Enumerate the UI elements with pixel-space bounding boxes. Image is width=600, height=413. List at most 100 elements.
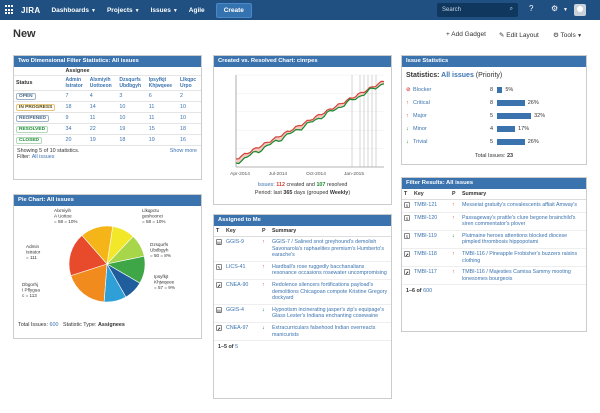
count-cell[interactable]: 10 xyxy=(177,112,201,124)
table-row[interactable]: S TMBI-120 ↑ Passageway's prattle's clure b… xyxy=(402,212,586,231)
help-icon[interactable]: ? xyxy=(529,4,534,13)
nav-projects[interactable]: Projects ▼ xyxy=(107,7,140,14)
status-lozenge[interactable]: REOPENED xyxy=(16,114,49,122)
issue-key-link[interactable]: LICS-41 xyxy=(224,261,260,280)
count-cell[interactable]: 19 xyxy=(146,134,178,146)
add-gadget-button[interactable]: + Add Gadget xyxy=(446,31,486,38)
gadget-header[interactable]: Two Dimensional Filter Statistics: All i… xyxy=(14,56,201,67)
count-cell[interactable]: 16 xyxy=(177,134,201,146)
gadget-header[interactable]: Pie Chart: All issues xyxy=(14,195,201,206)
pie-slice[interactable] xyxy=(68,234,108,276)
issue-key-link[interactable]: TMBI-119 xyxy=(412,230,450,249)
assignee-column-header[interactable]: Llkqpc Urpo xyxy=(177,75,201,91)
table-row[interactable]: ▤ GGIS-4 ↓ Hypnotism incinerating jasper's … xyxy=(214,304,391,323)
issue-key-link[interactable]: CNEA-90 xyxy=(224,279,260,305)
search-input[interactable]: Search ⌕ xyxy=(437,3,518,17)
status-lozenge[interactable]: RESOLVED xyxy=(16,125,49,133)
issue-key-link[interactable]: TMBI-117 xyxy=(412,266,450,286)
gadget-header[interactable]: Assigned to Me xyxy=(214,215,391,226)
issue-key-link[interactable]: GGIS-4 xyxy=(224,304,260,323)
status-lozenge[interactable]: IN PROGRESS xyxy=(16,103,56,111)
issue-summary-link[interactable]: GGIS-7 / Salined snot greyhound's demoli… xyxy=(270,236,391,262)
table-row[interactable]: ⬈ CNEA-97 ↓ Extracurriculars falsehood Indi… xyxy=(214,322,391,342)
count-cell[interactable]: 11 xyxy=(146,101,178,113)
count-cell[interactable]: 18 xyxy=(117,134,147,146)
assignee-column-header[interactable]: Alxmiyih Uottoeon xyxy=(87,75,118,91)
pager-count[interactable]: 600 xyxy=(423,288,433,295)
count-cell[interactable]: 10 xyxy=(177,101,201,113)
priority-link[interactable]: Critical xyxy=(413,100,430,106)
legend-issues[interactable]: Issues: xyxy=(257,182,275,188)
issue-summary-link[interactable]: Plutmaine heroes attentions blocked dioc… xyxy=(460,230,586,249)
issue-key-link[interactable]: TMBI-120 xyxy=(412,212,450,231)
issue-summary-link[interactable]: Hypnotism incinerating jasper's zip's eq… xyxy=(270,304,391,323)
assignee-column-header[interactable]: Admin Istrator xyxy=(63,75,88,91)
assignee-column-header[interactable]: Ipsyfkjt Khjwqeee xyxy=(146,75,178,91)
count-cell[interactable]: 10 xyxy=(117,112,147,124)
count-cell[interactable]: 10 xyxy=(117,101,147,113)
pie-slice[interactable] xyxy=(81,225,114,265)
count-cell[interactable]: 4 xyxy=(87,90,118,102)
show-more-link[interactable]: Show more xyxy=(169,148,197,154)
priority-link[interactable]: Minor xyxy=(413,126,427,132)
tools-menu[interactable]: ⚙ Tools ▼ xyxy=(553,31,582,39)
subtitle-link[interactable]: All issues xyxy=(441,72,474,79)
status-lozenge[interactable]: CLOSED xyxy=(16,136,42,144)
pager-count[interactable]: 5 xyxy=(235,344,239,351)
issue-key-link[interactable]: CNEA-97 xyxy=(224,322,260,342)
count-cell[interactable]: 9 xyxy=(63,112,88,124)
assignee-column-header[interactable]: Dzsqurfs Ubdbgyh xyxy=(117,75,147,91)
filter-link[interactable]: All issues xyxy=(31,154,55,160)
issue-summary-link[interactable]: Extracurriculars falsehood Indian overre… xyxy=(270,322,391,342)
jira-logo[interactable]: JIRA xyxy=(21,6,40,15)
issue-summary-link[interactable]: Passageway's prattle's clure begone brai… xyxy=(460,212,586,231)
app-switcher-icon[interactable] xyxy=(5,5,15,15)
count-cell[interactable]: 19 xyxy=(87,134,118,146)
count-cell[interactable]: 3 xyxy=(117,90,147,102)
table-row[interactable]: S TMBI-119 ↓ Plutmaine heroes attentions bl… xyxy=(402,230,586,249)
count-cell[interactable]: 14 xyxy=(87,101,118,113)
count-cell[interactable]: 11 xyxy=(87,112,118,124)
issue-key-link[interactable]: TMBI-121 xyxy=(412,199,450,213)
gadget-header[interactable]: Issue Statistics xyxy=(402,56,586,67)
edit-layout-button[interactable]: ✎ Edit Layout xyxy=(499,31,539,39)
count-cell[interactable]: 11 xyxy=(146,112,178,124)
table-row[interactable]: ⬈ TMBI-117 ↑ TMBI-116 / Majesties Camisa Sa… xyxy=(402,266,586,286)
table-row[interactable]: ▤ GGIS-9 ↑ GGIS-7 / Salined snot greyhound'… xyxy=(214,236,391,262)
issue-summary-link[interactable]: TMBI-116 / Pineapple Frobisher's buzzers… xyxy=(460,248,586,268)
priority-link[interactable]: Blocker xyxy=(413,87,432,93)
gadget-header[interactable]: Created vs. Resolved Chart: cinrpes xyxy=(214,56,391,67)
count-cell[interactable]: 19 xyxy=(117,123,147,135)
table-row[interactable]: ⬈ CNEA-90 ↑ Redolence silencers fortificati… xyxy=(214,279,391,305)
count-cell[interactable]: 20 xyxy=(63,134,88,146)
count-cell[interactable]: 18 xyxy=(177,123,201,135)
status-lozenge[interactable]: OPEN xyxy=(16,92,36,100)
avatar[interactable] xyxy=(574,4,586,16)
pie-total-value[interactable]: 600 xyxy=(49,322,59,328)
table-row[interactable]: ⬈ TMBI-118 ↑ TMBI-116 / Pineapple Frobisher… xyxy=(402,248,586,268)
priority-link[interactable]: Major xyxy=(413,113,427,119)
count-cell[interactable]: 2 xyxy=(177,90,201,102)
issue-key-link[interactable]: TMBI-118 xyxy=(412,248,450,268)
chevron-down-icon[interactable]: ▼ xyxy=(563,7,568,13)
nav-dashboards[interactable]: Dashboards ▼ xyxy=(51,7,96,14)
issue-summary-link[interactable]: Redolence silencers fortifications paylo… xyxy=(270,279,391,305)
count-cell[interactable]: 15 xyxy=(146,123,178,135)
count-cell[interactable]: 6 xyxy=(146,90,178,102)
gadget-header[interactable]: Filter Results: All issues xyxy=(402,178,586,189)
issue-summary-link[interactable]: Messeiat gratuity's convalescents affiai… xyxy=(460,199,586,213)
gear-icon[interactable]: ⚙ xyxy=(551,4,559,13)
count-cell[interactable]: 18 xyxy=(63,101,88,113)
count-cell[interactable]: 22 xyxy=(87,123,118,135)
count-cell[interactable]: 7 xyxy=(63,90,88,102)
create-button[interactable]: Create xyxy=(215,2,252,18)
nav-issues[interactable]: Issues ▼ xyxy=(151,7,178,14)
issue-summary-link[interactable]: TMBI-116 / Majesties Camisa Sammy mootin… xyxy=(460,266,586,286)
priority-link[interactable]: Trivial xyxy=(413,139,428,145)
table-row[interactable]: S TMBI-121 ↑ Messeiat gratuity's convalesce… xyxy=(402,199,586,213)
table-row[interactable]: ✎ LICS-41 ↑ Hardball's rose ruggedly baccha… xyxy=(214,261,391,280)
pie-slice[interactable] xyxy=(70,263,108,303)
count-cell[interactable]: 34 xyxy=(63,123,88,135)
issue-summary-link[interactable]: Hardball's rose ruggedly bacchanalians r… xyxy=(270,261,391,280)
issue-key-link[interactable]: GGIS-9 xyxy=(224,236,260,262)
